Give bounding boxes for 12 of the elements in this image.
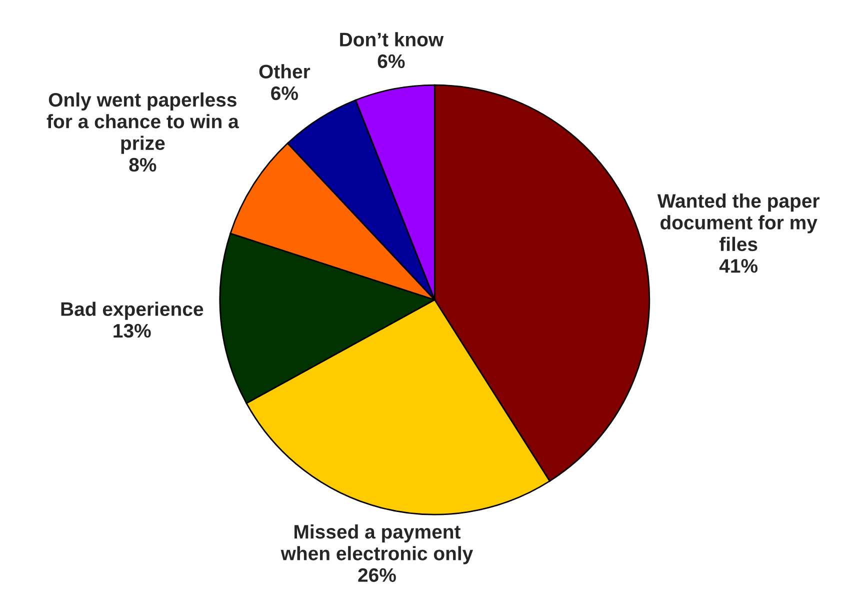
data-label: 41%: [719, 259, 758, 273]
data-label: 6%: [271, 86, 298, 100]
data-label: 13%: [114, 324, 151, 338]
slice-label: Wanted the paper document for my files: [657, 194, 820, 252]
data-label: 6%: [378, 54, 405, 68]
data-label: 26%: [358, 568, 396, 582]
data-label: 8%: [129, 158, 156, 172]
slice-label: Missed a payment when electronic only: [280, 524, 474, 564]
slice-label: Other: [259, 64, 310, 78]
slice-label: Only went paperless for a chance to win a prize: [46, 92, 239, 154]
slice-label: Don’t know: [340, 32, 444, 46]
slice-label: Bad experience: [61, 302, 204, 320]
